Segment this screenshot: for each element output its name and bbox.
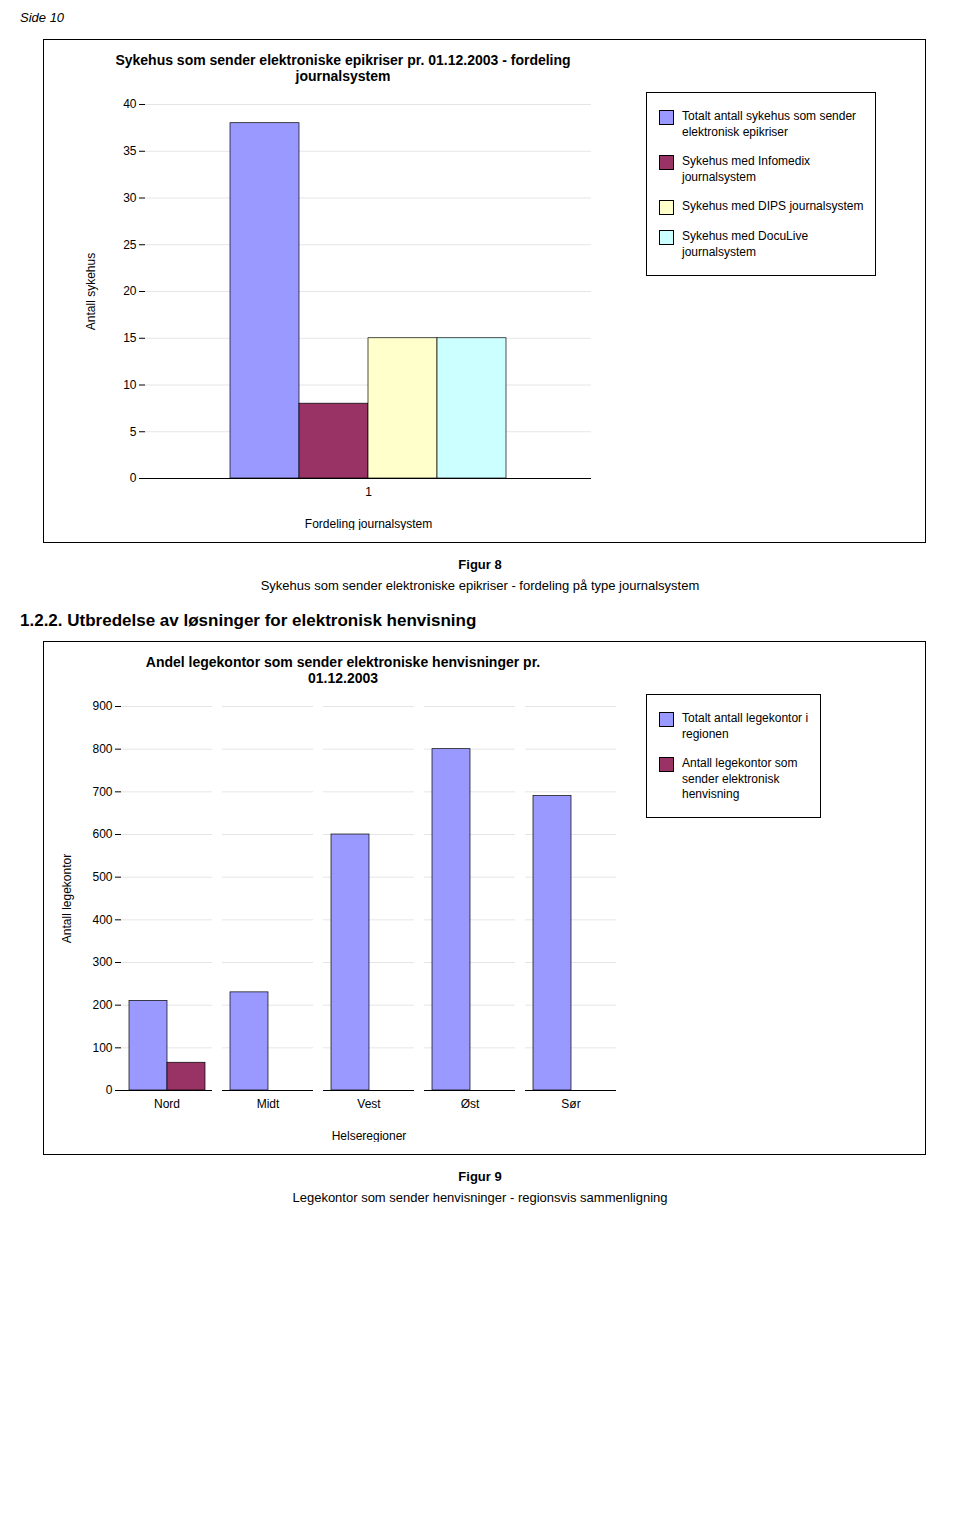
svg-text:35: 35 [123,144,137,158]
svg-text:400: 400 [92,913,112,927]
svg-text:Antall sykehus: Antall sykehus [84,253,98,330]
svg-text:0: 0 [130,471,137,485]
svg-text:Helseregioner: Helseregioner [332,1129,407,1143]
svg-text:500: 500 [92,870,112,884]
html-text:Sykehus med DIPS journalsystem: Sykehus med DIPS journalsystem [682,199,864,214]
svg-text:Øst: Øst [461,1097,480,1111]
svg-text:25: 25 [123,238,137,252]
svg-text:200: 200 [92,998,112,1012]
svg-text:Midt: Midt [257,1097,280,1111]
html-text:Legekontor som sender henvisni: Legekontor som sender henvisninger - reg… [292,1190,668,1205]
svg-text:Vest: Vest [357,1097,381,1111]
html-text:Sykehus som sender elektronisk: Sykehus som sender elektroniske epikrise… [260,578,700,593]
html-text:Figur 9: Figur 9 [458,1169,502,1184]
svg-text:15: 15 [123,331,137,345]
svg-text:30: 30 [123,191,137,205]
svg-text:800: 800 [92,742,112,756]
html-text:Sykehus med DocuLive journalsy: Sykehus med DocuLive journalsystem [682,229,809,259]
svg-text:20: 20 [123,284,137,298]
html-text:Side 10: Side 10 [20,10,65,25]
svg-text:700: 700 [92,785,112,799]
svg-text:40: 40 [123,97,137,111]
html-text:Andel legekontor som sender el: Andel legekontor som sender elektroniske… [145,654,541,686]
svg-text:1: 1 [365,485,372,499]
svg-text:Antall legekontor: Antall legekontor [60,854,74,943]
svg-text:0: 0 [106,1083,113,1097]
svg-text:Sør: Sør [561,1097,580,1111]
svg-text:5: 5 [130,425,137,439]
html-text:Totalt antall sykehus som send: Totalt antall sykehus som sender elektro… [682,109,857,139]
html-text:Totalt antall legekontor i reg: Totalt antall legekontor i regionen [682,711,809,741]
svg-text:300: 300 [92,955,112,969]
svg-text:900: 900 [92,699,112,713]
html-text:1.2.2. Utbredelse av løsninger: 1.2.2. Utbredelse av løsninger for elekt… [20,611,477,630]
html-text:Figur 8: Figur 8 [458,557,502,572]
html-text:Antall legekontor som sender e: Antall legekontor som sender elektronisk… [682,756,798,802]
html-text:Sykehus som sender elektronisk: Sykehus som sender elektroniske epikrise… [115,52,571,84]
svg-text:Fordeling journalsystem: Fordeling journalsystem [305,517,432,531]
svg-text:10: 10 [123,378,137,392]
html-text:Sykehus med Infomedix journals: Sykehus med Infomedix journalsystem [682,154,811,184]
svg-text:100: 100 [92,1041,112,1055]
svg-text:600: 600 [92,827,112,841]
svg-text:Nord: Nord [154,1097,180,1111]
